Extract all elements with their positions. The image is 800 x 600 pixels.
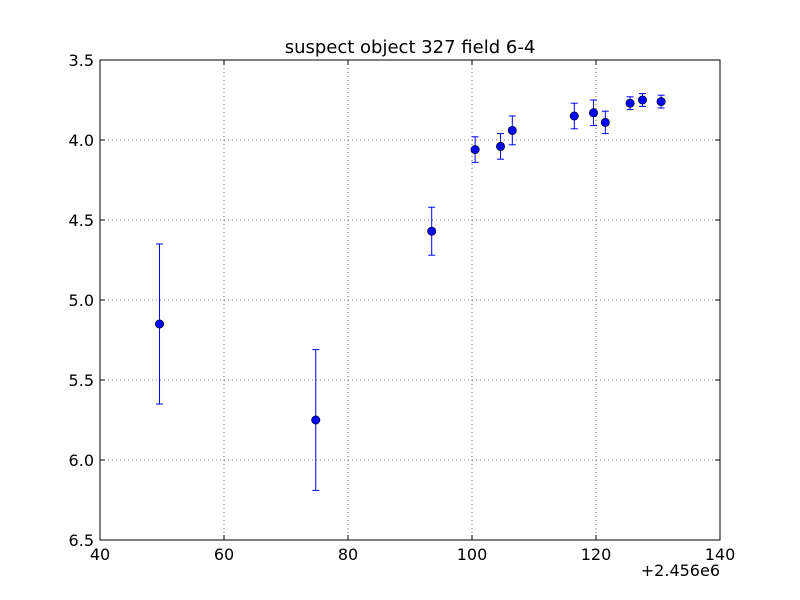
- data-point: [427, 226, 437, 236]
- y-tick-label: 6.5: [69, 531, 94, 550]
- error-bars: [156, 93, 665, 491]
- x-tick-label: 120: [581, 545, 612, 564]
- data-point: [600, 117, 610, 127]
- x-tick-labels: 40 60 80 100 120 140: [90, 545, 735, 564]
- data-point: [311, 415, 321, 425]
- grid-lines: [100, 60, 720, 540]
- y-tick-label: 3.5: [69, 51, 94, 70]
- y-tick-label: 5.0: [69, 291, 94, 310]
- data-point: [569, 111, 579, 121]
- data-points: [155, 95, 666, 425]
- data-point: [625, 98, 635, 108]
- y-tick-label: 4.5: [69, 211, 94, 230]
- chart-title: suspect object 327 field 6-4: [285, 37, 536, 58]
- x-offset-label: +2.456e6: [641, 561, 720, 580]
- x-tick-label: 40: [90, 545, 110, 564]
- y-tick-labels: 3.5 4.0 4.5 5.0 5.5 6.0 6.5: [69, 51, 94, 550]
- data-point: [496, 141, 506, 151]
- data-point: [155, 319, 165, 329]
- x-tick-label: 140: [705, 545, 736, 564]
- data-point: [656, 97, 666, 107]
- data-point: [470, 145, 480, 155]
- y-tick-label: 4.0: [69, 131, 94, 150]
- y-tick-label: 5.5: [69, 371, 94, 390]
- x-tick-label: 100: [457, 545, 488, 564]
- x-tick-label: 60: [214, 545, 234, 564]
- x-tick-label: 80: [338, 545, 358, 564]
- data-point: [589, 108, 599, 118]
- data-point: [507, 125, 517, 135]
- data-point: [637, 95, 647, 105]
- y-tick-label: 6.0: [69, 451, 94, 470]
- axis-ticks: [99, 59, 721, 541]
